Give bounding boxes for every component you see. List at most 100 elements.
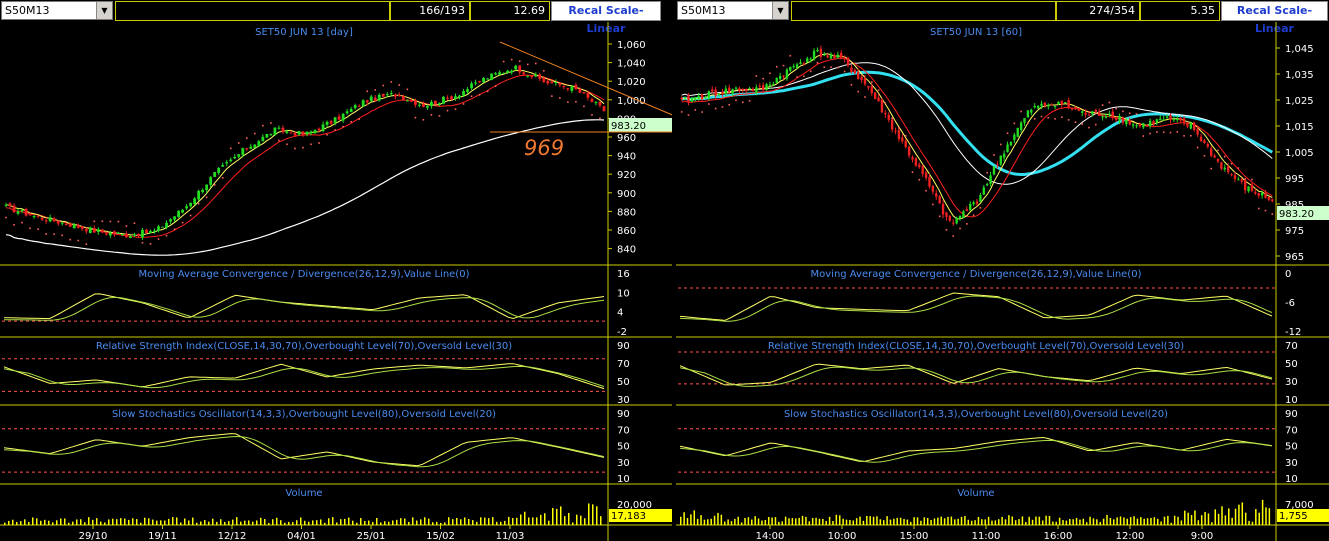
candle-body (975, 201, 979, 204)
candle-body (1216, 158, 1220, 162)
volume-bar (8, 520, 10, 525)
volume-bar (180, 522, 182, 525)
volume-bar (1089, 516, 1091, 525)
volume-bar (100, 521, 102, 525)
candle-body (887, 114, 890, 120)
candle-body (745, 88, 748, 92)
volume-bar (120, 518, 122, 525)
volume-bar (720, 514, 723, 525)
candle-body (112, 231, 116, 235)
volume-bar (774, 517, 777, 525)
candle-body (542, 77, 546, 82)
volume-bar (1150, 517, 1152, 525)
right-info-blank (791, 1, 1056, 21)
candle-body (809, 58, 812, 60)
candle-body (24, 209, 28, 216)
sar-dot (494, 85, 497, 87)
volume-bar (160, 520, 162, 525)
candle-body (257, 141, 261, 146)
volume-bar (1099, 521, 1101, 525)
left-recal-scale-button[interactable]: Recal Scale-Linear (551, 1, 661, 35)
candle-body (337, 116, 341, 120)
price-tick-label: 1,035 (1285, 70, 1314, 81)
volume-bar (228, 521, 230, 525)
volume-bar (994, 520, 997, 525)
candle-body (249, 146, 253, 149)
volume-bar (136, 519, 138, 525)
right-toolbar: S50M13 ▼ 274/354 5.35 Recal Scale-Linear (676, 0, 1329, 35)
volume-bar (240, 521, 242, 525)
time-tick-label: 15:00 (900, 531, 929, 541)
right-chart-area[interactable]: SET50 JUN 13 [60] 1,045 1,035 1,025 1,015 1,0… (676, 22, 1329, 541)
candle-body (48, 217, 52, 222)
candle-body (829, 54, 833, 59)
chevron-down-icon[interactable]: ▼ (772, 2, 788, 19)
long-moving-average-line (681, 70, 1274, 176)
fast-ema-line (5, 69, 605, 237)
volume-bar (1160, 521, 1162, 525)
volume-bar (835, 514, 838, 525)
stochastic-tick-label: 50 (1285, 442, 1298, 453)
volume-bar (360, 518, 362, 525)
candle-body (474, 82, 477, 84)
chevron-down-icon[interactable]: ▼ (96, 2, 112, 19)
candle-body (281, 127, 285, 133)
right-symbol-select[interactable]: S50M13 ▼ (677, 1, 789, 20)
volume-bar (903, 518, 905, 525)
candle-body (293, 132, 297, 136)
candle-body (389, 93, 393, 95)
left-symbol-select[interactable]: S50M13 ▼ (1, 1, 113, 20)
sar-dot (1162, 131, 1165, 134)
volume-last-label: 1,755 (1279, 511, 1308, 522)
volume-bar (448, 517, 450, 525)
volume-bar (997, 519, 1000, 525)
sar-dot (735, 99, 737, 102)
volume-bar (734, 518, 736, 525)
volume-bar (1251, 521, 1254, 525)
sar-dot (1027, 122, 1029, 125)
candle-body (1094, 109, 1097, 112)
volume-bar (128, 519, 130, 525)
sar-dot (925, 189, 927, 192)
price-tick-label: 1,015 (1285, 122, 1314, 133)
volume-bar (1045, 515, 1047, 525)
time-tick-label: 16:00 (1044, 531, 1073, 541)
right-recal-scale-button[interactable]: Recal Scale-Linear (1221, 1, 1328, 35)
volume-bar (1261, 499, 1264, 525)
sar-dot (422, 119, 425, 121)
volume-bar (1200, 515, 1203, 525)
candle-body (921, 166, 924, 174)
sar-dot (551, 95, 553, 97)
sar-dot (109, 220, 112, 223)
candle-body (1213, 155, 1216, 158)
volume-bar (1248, 520, 1250, 525)
volume-bar (899, 517, 902, 525)
candle-body (711, 89, 714, 92)
volume-bar (1038, 516, 1041, 525)
candle-body (785, 69, 789, 79)
candle-body (965, 209, 969, 212)
sar-dot (5, 216, 7, 219)
volume-bar (544, 513, 546, 525)
macd-signal-line (4, 296, 605, 321)
sar-dot (755, 75, 758, 77)
left-chart-area[interactable]: SET50 JUN 13 [day] 1,060 1,040 1,020 1,000 98… (0, 22, 672, 541)
candle-body (562, 86, 566, 88)
volume-bar (148, 518, 150, 525)
sar-dot (358, 118, 360, 120)
candle-body (149, 231, 152, 234)
last-price-box (1277, 206, 1329, 220)
stochastic-label: Slow Stochastics Oscillator(14,3,3),Over… (784, 409, 1168, 420)
candle-body (1043, 102, 1047, 106)
candle-body (1210, 148, 1213, 156)
volume-bar (16, 521, 18, 525)
candle-body (768, 84, 772, 86)
sar-dot (21, 221, 23, 224)
candle-body (1243, 179, 1247, 191)
candle-body (789, 66, 792, 71)
candle-body (1131, 124, 1135, 126)
candle-body (1118, 116, 1121, 122)
volume-bar (1133, 516, 1135, 525)
volume-tick-label: 7,000 (1285, 500, 1314, 511)
candle-body (1220, 162, 1223, 169)
